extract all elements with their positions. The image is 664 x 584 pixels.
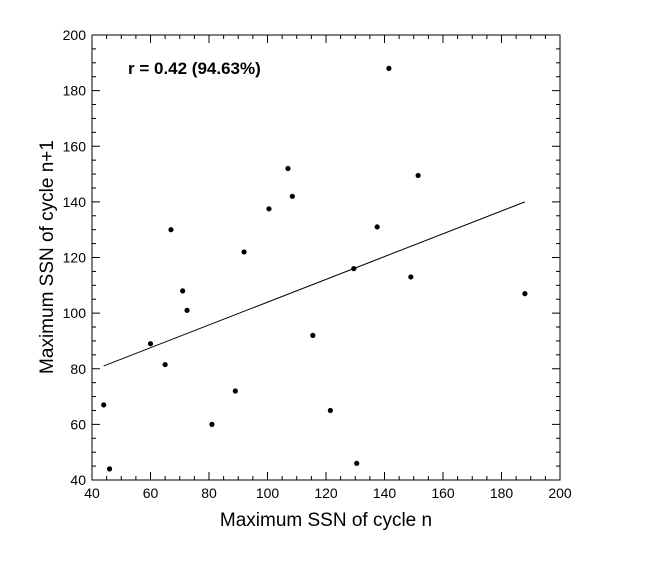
scatter-point <box>101 402 107 408</box>
scatter-point <box>289 193 295 199</box>
scatter-point <box>351 266 357 272</box>
y-tick-label: 100 <box>63 305 87 321</box>
x-axis-label: Maximum SSN of cycle n <box>220 510 432 531</box>
x-tick-label: 140 <box>373 485 397 501</box>
scatter-point <box>522 291 528 297</box>
scatter-point <box>374 224 380 230</box>
regression-line <box>103 201 526 367</box>
y-tick-label: 80 <box>70 361 86 377</box>
y-tick-label: 180 <box>63 83 87 99</box>
scatter-point <box>168 227 174 233</box>
y-tick-label: 200 <box>63 27 87 43</box>
x-tick-label: 120 <box>314 485 338 501</box>
points-layer <box>101 65 528 472</box>
x-tick-label: 180 <box>490 485 514 501</box>
scatter-point <box>162 361 168 368</box>
scatter-point <box>408 274 414 280</box>
plot-frame <box>91 34 561 481</box>
scatter-point <box>209 421 215 427</box>
y-tick-label: 40 <box>70 472 86 488</box>
scatter-point <box>354 460 360 466</box>
scatter-point <box>415 172 421 179</box>
scatter-point <box>241 249 247 255</box>
x-tick-label: 100 <box>256 485 280 501</box>
x-tick-label: 160 <box>431 485 455 501</box>
scatter-point <box>106 466 113 472</box>
scatter-point <box>285 165 291 172</box>
scatter-point <box>327 407 333 414</box>
y-axis-label: Maximum SSN of cycle n+1 <box>37 140 58 374</box>
regression-layer <box>103 201 526 367</box>
scatter-point <box>386 65 392 71</box>
y-tick-label: 60 <box>70 416 86 432</box>
y-tick-label: 140 <box>63 194 87 210</box>
scatter-point <box>180 288 186 294</box>
correlation-annotation: r = 0.42 (94.63%) <box>128 59 261 78</box>
scatter-point <box>266 206 272 212</box>
x-tick-label: 40 <box>84 485 100 501</box>
y-tick-label: 160 <box>63 138 87 154</box>
axes-layer: 40 60 80 100 120 140 160 180 200 40 60 80 100 120 140 1… <box>63 27 572 501</box>
scatter-point <box>310 332 316 338</box>
scatter-point <box>147 341 154 347</box>
x-tick-label: 60 <box>143 485 159 501</box>
scatter-point <box>184 307 190 313</box>
x-tick-label: 80 <box>201 485 217 501</box>
x-tick-label: 200 <box>548 485 572 501</box>
y-tick-label: 120 <box>63 250 87 266</box>
scatter-point <box>232 388 238 394</box>
